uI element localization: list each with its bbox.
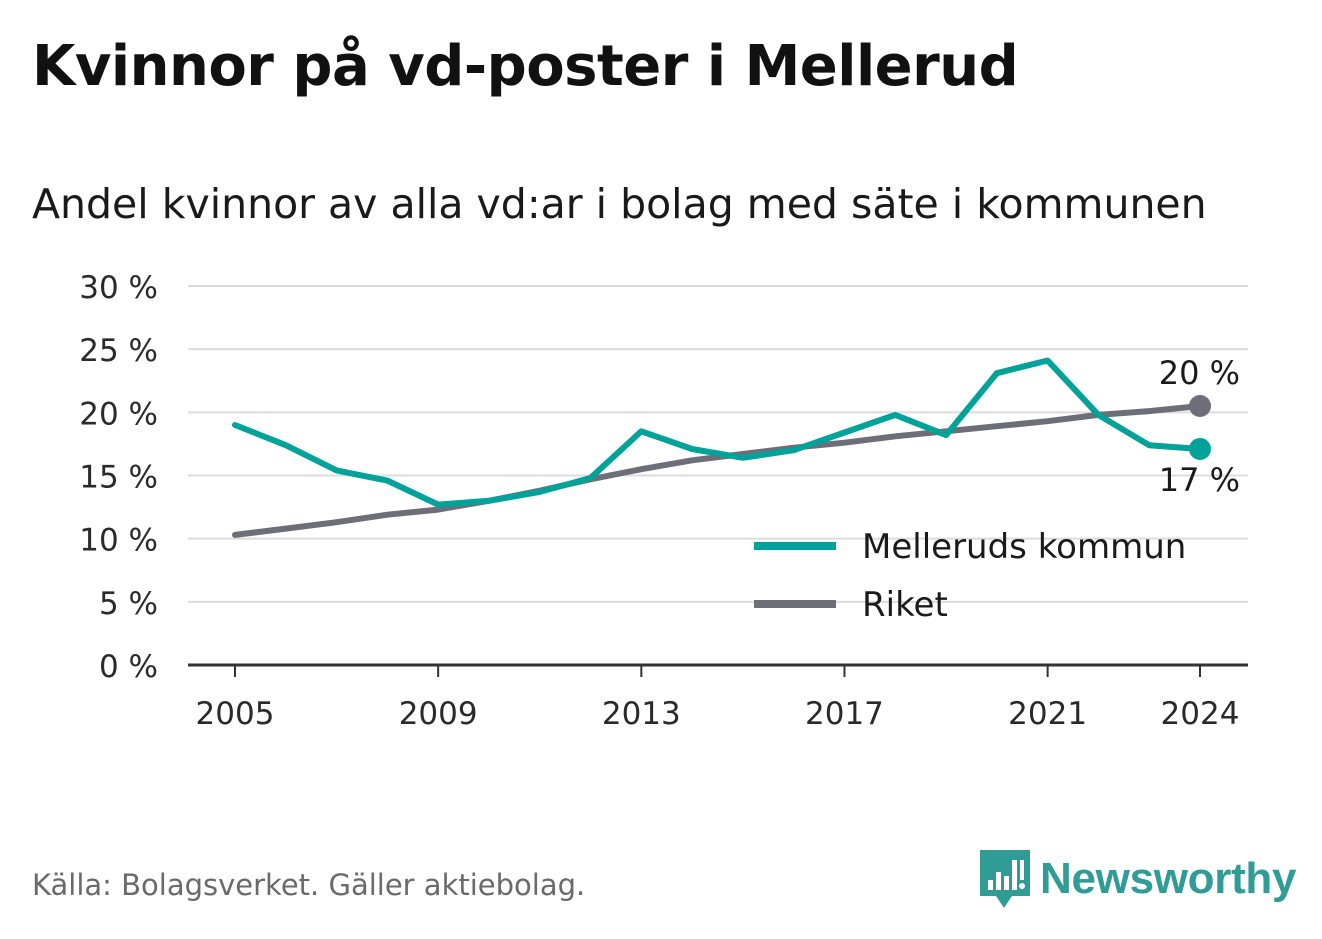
series-line-riket bbox=[232, 403, 1203, 538]
end-value-label: 17 % bbox=[1159, 461, 1240, 499]
y-axis: 0 % 5 % 10 % 15 % 20 % 25 % 30 % bbox=[79, 270, 158, 685]
y-tick-label: 30 % bbox=[79, 270, 158, 306]
y-tick-label: 20 % bbox=[79, 396, 158, 432]
y-tick-label: 15 % bbox=[79, 460, 158, 496]
legend-label: Riket bbox=[862, 585, 948, 625]
line-chart: 0 %5 %10 %15 %20 %25 %30 % 2005 2009 2013 2… bbox=[79, 270, 1248, 732]
series-end-point bbox=[1189, 395, 1211, 418]
grid-lines bbox=[188, 285, 1248, 603]
x-tick-label: 2005 bbox=[196, 696, 275, 732]
x-tick-label: 2021 bbox=[1008, 696, 1087, 732]
y-tick-label: 10 % bbox=[79, 523, 158, 559]
y-tick-label: 0 % bbox=[99, 649, 158, 685]
x-tick-label: 2017 bbox=[805, 696, 884, 732]
x-axis: 2005 2009 2013 2017 2021 2024 bbox=[188, 663, 1248, 732]
y-tick-label: 5 % bbox=[99, 586, 158, 622]
legend-label: Melleruds kommun bbox=[862, 527, 1186, 567]
series-end-point bbox=[1189, 437, 1211, 460]
legend: Melleruds kommun Riket bbox=[754, 527, 1186, 625]
brand-name: Newsworthy bbox=[1040, 854, 1297, 903]
source-note: Källa: Bolagsverket. Gäller aktiebolag. bbox=[32, 868, 586, 902]
series-line-melleruds-kommun bbox=[232, 357, 1203, 508]
y-tick-label: 25 % bbox=[79, 333, 158, 369]
x-tick-label: 2013 bbox=[602, 696, 681, 732]
series-layer bbox=[232, 357, 1211, 538]
bar-chart-speech-bubble-icon bbox=[980, 850, 1030, 908]
x-tick-label: 2024 bbox=[1161, 696, 1240, 732]
chart-title: Kvinnor på vd-poster i Mellerud bbox=[32, 34, 1019, 99]
brand-logo: Newsworthy bbox=[980, 850, 1296, 908]
end-labels: 17 % 20 % bbox=[1159, 354, 1240, 499]
chart-subtitle: Andel kvinnor av alla vd:ar i bolag med … bbox=[32, 180, 1207, 228]
end-value-label: 20 % bbox=[1159, 354, 1240, 392]
x-tick-label: 2009 bbox=[399, 696, 478, 732]
